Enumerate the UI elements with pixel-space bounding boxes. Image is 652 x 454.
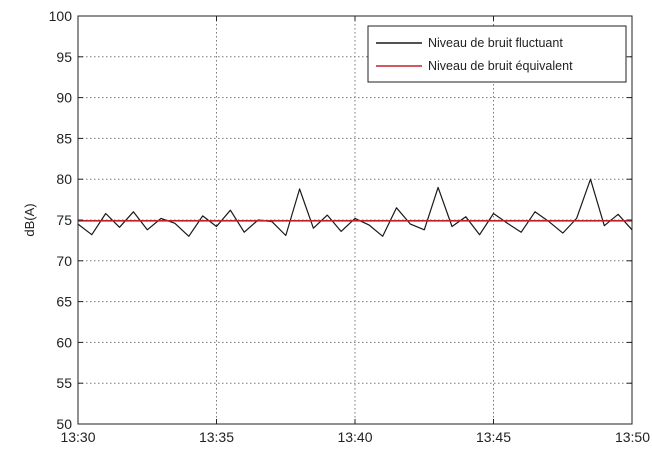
legend-label-fluctuant: Niveau de bruit fluctuant <box>428 36 563 50</box>
y-tick-label: 95 <box>56 49 72 65</box>
y-tick-label: 90 <box>56 90 72 106</box>
y-tick-label: 60 <box>56 334 72 350</box>
y-tick-label: 65 <box>56 294 72 310</box>
y-tick-label: 100 <box>49 8 73 24</box>
legend-label-equivalent: Niveau de bruit équivalent <box>428 59 573 73</box>
series-line-fluctuant <box>77 178 633 237</box>
y-tick-label: 70 <box>56 253 72 269</box>
y-tick-label: 55 <box>56 375 72 391</box>
legend: Niveau de bruit fluctuant Niveau de brui… <box>367 25 627 83</box>
x-tick-label: 13:40 <box>337 429 372 445</box>
x-tick-label: 13:35 <box>199 429 234 445</box>
y-tick-label: 85 <box>56 130 72 146</box>
y-tick-label: 75 <box>56 212 72 228</box>
series-layer <box>77 178 633 237</box>
x-tick-label: 13:30 <box>60 429 95 445</box>
x-tick-label: 13:50 <box>615 429 650 445</box>
legend-box <box>367 25 627 83</box>
y-axis-label: dB(A) <box>22 203 37 236</box>
y-tick-label: 80 <box>56 171 72 187</box>
x-tick-label: 13:45 <box>476 429 511 445</box>
y-tick-label: 50 <box>56 416 72 432</box>
ticks: 50 55 60 65 70 75 80 85 90 95 100 13:30 13:35 13:40 13… <box>49 8 651 445</box>
